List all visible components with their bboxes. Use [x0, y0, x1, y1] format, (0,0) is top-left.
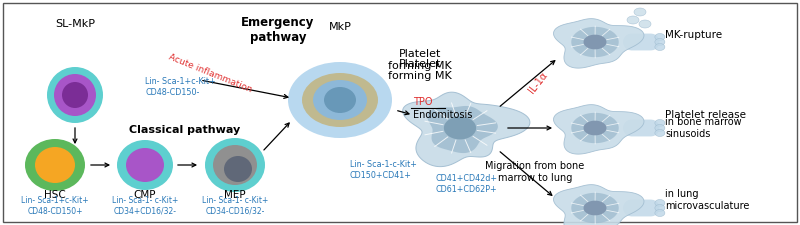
Ellipse shape — [302, 73, 378, 127]
Text: Platelet release: Platelet release — [665, 110, 746, 120]
Ellipse shape — [288, 62, 392, 138]
Text: TPO: TPO — [413, 97, 433, 107]
Text: Platelet
forming MK: Platelet forming MK — [388, 49, 452, 71]
Polygon shape — [554, 19, 644, 68]
Ellipse shape — [54, 74, 96, 116]
Text: Migration from bone
marrow to lung: Migration from bone marrow to lung — [486, 161, 585, 183]
Ellipse shape — [35, 147, 75, 183]
Ellipse shape — [655, 38, 665, 45]
Text: Classical pathway: Classical pathway — [130, 125, 241, 135]
Polygon shape — [427, 106, 498, 153]
Text: CD41+CD42d+
CD61+CD62P+: CD41+CD42d+ CD61+CD62P+ — [435, 174, 497, 194]
Text: IL-1α: IL-1α — [526, 70, 550, 96]
Ellipse shape — [205, 138, 265, 192]
Text: in bone marrow
sinusoids: in bone marrow sinusoids — [665, 117, 742, 139]
Ellipse shape — [655, 209, 665, 216]
Polygon shape — [583, 35, 606, 49]
Ellipse shape — [655, 119, 665, 126]
Polygon shape — [583, 121, 606, 135]
Ellipse shape — [213, 145, 257, 185]
Ellipse shape — [639, 20, 651, 28]
Text: Emergency
pathway: Emergency pathway — [242, 16, 314, 44]
Text: Platelet
forming MK: Platelet forming MK — [388, 59, 452, 81]
Text: CMP: CMP — [134, 190, 156, 200]
Ellipse shape — [655, 124, 665, 131]
Polygon shape — [402, 92, 530, 167]
Ellipse shape — [25, 139, 85, 191]
Ellipse shape — [324, 87, 356, 113]
Polygon shape — [444, 117, 476, 140]
Ellipse shape — [126, 148, 164, 182]
Ellipse shape — [62, 82, 88, 108]
Ellipse shape — [655, 34, 665, 40]
Ellipse shape — [655, 205, 665, 212]
Text: SL-MkP: SL-MkP — [55, 19, 95, 29]
Ellipse shape — [47, 67, 103, 123]
Ellipse shape — [627, 16, 639, 24]
Ellipse shape — [117, 140, 173, 190]
Text: MkP: MkP — [329, 22, 351, 32]
Text: Lin- Sca-1+c-Kit+
CD48-CD150-: Lin- Sca-1+c-Kit+ CD48-CD150- — [145, 77, 216, 97]
Text: Lin- Sca-1- c-Kit+
CD34-CD16/32-: Lin- Sca-1- c-Kit+ CD34-CD16/32- — [202, 196, 268, 216]
Polygon shape — [571, 27, 618, 57]
Ellipse shape — [224, 156, 252, 182]
Text: Lin- Sca-1-c-Kit+
CD150+CD41+: Lin- Sca-1-c-Kit+ CD150+CD41+ — [350, 160, 417, 180]
Ellipse shape — [655, 200, 665, 207]
Polygon shape — [554, 105, 644, 154]
Text: HSC: HSC — [44, 190, 66, 200]
Text: MEP: MEP — [224, 190, 246, 200]
Ellipse shape — [655, 43, 665, 50]
Text: Acute inflammation: Acute inflammation — [167, 52, 253, 94]
Text: in lung
microvasculature: in lung microvasculature — [665, 189, 750, 211]
Polygon shape — [571, 113, 618, 143]
Ellipse shape — [634, 8, 646, 16]
Ellipse shape — [655, 130, 665, 137]
Text: Lin- Sca-1- c-Kit+
CD34+CD16/32-: Lin- Sca-1- c-Kit+ CD34+CD16/32- — [112, 196, 178, 216]
Text: Lin- Sca-1+c-Kit+
CD48-CD150+: Lin- Sca-1+c-Kit+ CD48-CD150+ — [21, 196, 89, 216]
Polygon shape — [554, 185, 644, 225]
Text: Endomitosis: Endomitosis — [413, 110, 472, 120]
Ellipse shape — [313, 80, 367, 120]
Text: MK-rupture: MK-rupture — [665, 30, 722, 40]
Polygon shape — [571, 193, 618, 223]
Polygon shape — [583, 201, 606, 215]
